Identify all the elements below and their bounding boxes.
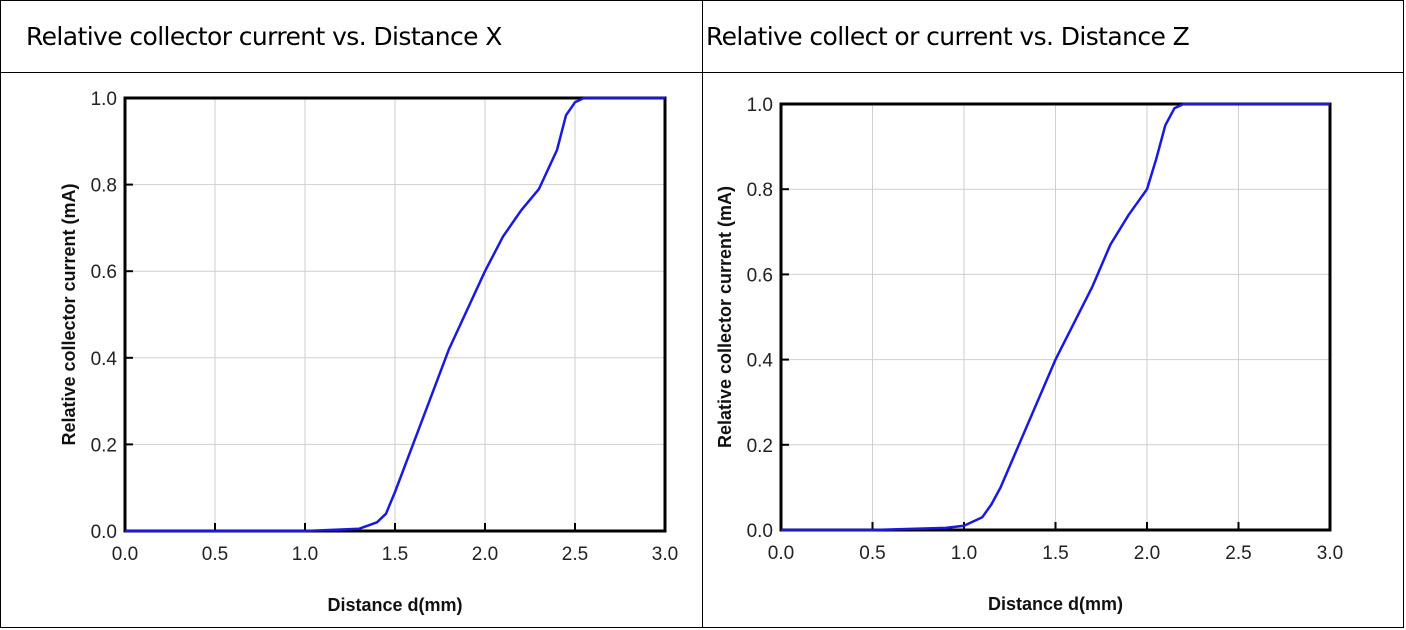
x-tick-label: 2.5 <box>562 544 588 565</box>
y-tick-label: 0.2 <box>91 435 117 456</box>
y-tick-label: 0.2 <box>747 436 773 457</box>
x-tick-label: 1.0 <box>951 543 977 564</box>
x-tick-label: 0.0 <box>768 543 794 564</box>
x-tick-label: 0.0 <box>112 544 138 565</box>
column-divider <box>702 0 703 628</box>
series-line <box>781 102 1330 532</box>
y-tick-label: 0.6 <box>91 262 117 283</box>
row-divider <box>0 72 1404 73</box>
x-tick-label: 0.5 <box>202 544 228 565</box>
x-tick-label: 1.5 <box>1042 543 1068 564</box>
x-tick-label: 3.0 <box>652 544 678 565</box>
x-tick-label: 2.5 <box>1225 543 1251 564</box>
y-axis-label: Relative collector current (mA) <box>715 186 735 448</box>
chart-distance-z: 0.0 0.5 1.0 1.5 2.0 2.5 3.0 0.0 0.2 0.4 0.6 0.8 1.0 D… <box>715 95 1343 614</box>
x-axis-label: Distance d(mm) <box>988 594 1123 614</box>
x-axis-label: Distance d(mm) <box>327 595 462 615</box>
x-tick-label: 2.0 <box>1134 543 1160 564</box>
y-tick-label: 0.4 <box>747 351 774 372</box>
y-tick-label: 0.0 <box>91 522 117 543</box>
y-tick-label: 0.4 <box>91 349 118 370</box>
y-tick-label: 0.6 <box>747 265 773 286</box>
y-tick-label: 1.0 <box>747 95 773 116</box>
x-tick-label: 0.5 <box>859 543 885 564</box>
y-tick-label: 0.8 <box>747 180 773 201</box>
x-tick-label: 3.0 <box>1317 543 1343 564</box>
y-tick-label: 0.0 <box>747 521 773 542</box>
chart-distance-x: 0.0 0.5 1.0 1.5 2.0 2.5 3.0 0.0 0.2 0.4 0.6 0.8 1.0 D… <box>59 89 678 615</box>
x-tick-label: 1.0 <box>292 544 318 565</box>
x-tick-label: 1.5 <box>382 544 408 565</box>
y-tick-label: 0.8 <box>91 176 117 197</box>
cell-title-z: Relative collect or current vs. Distance… <box>706 22 1190 51</box>
cell-title-x: Relative collector current vs. Distance … <box>26 22 502 51</box>
y-tick-label: 1.0 <box>91 89 117 110</box>
series-line <box>125 96 665 533</box>
y-axis-label: Relative collector current (mA) <box>59 183 79 445</box>
x-tick-label: 2.0 <box>472 544 498 565</box>
